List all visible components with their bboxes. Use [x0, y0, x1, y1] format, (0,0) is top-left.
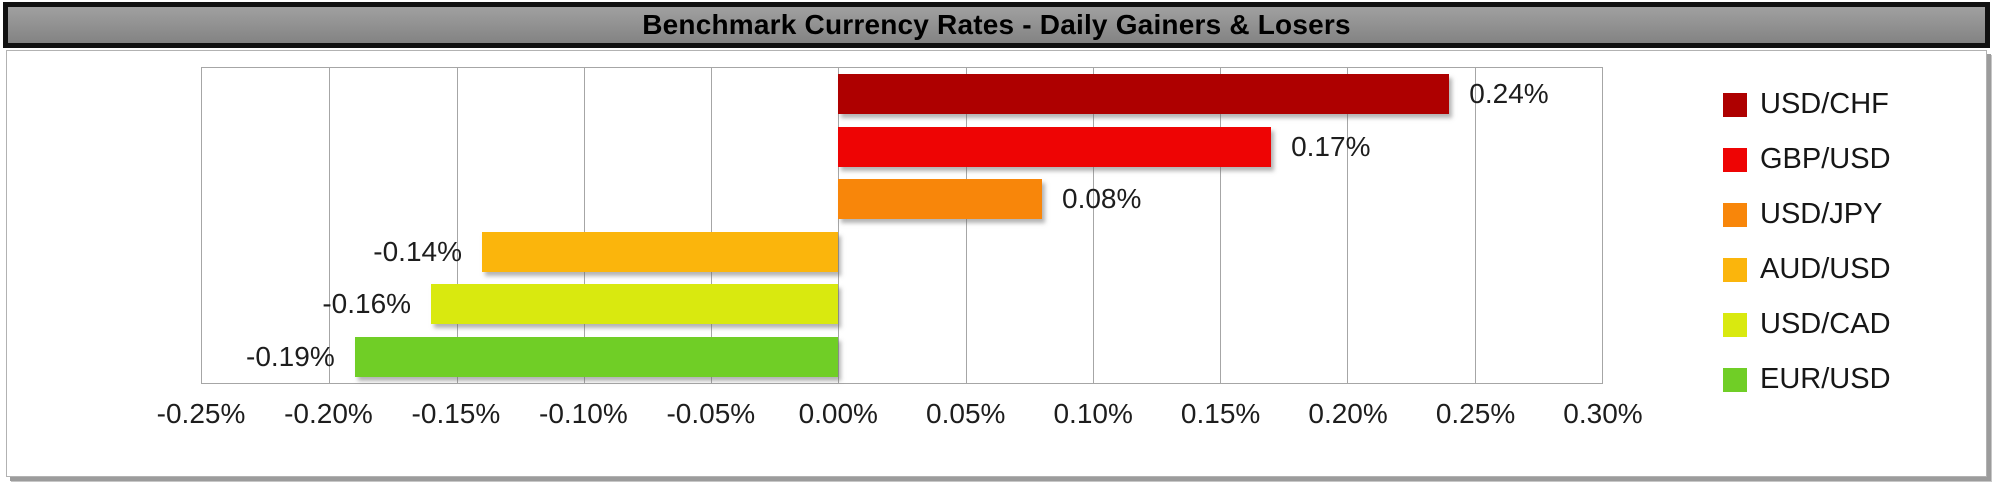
bar-gbp-usd [838, 126, 1272, 167]
gridline [1347, 68, 1349, 383]
legend-item-aud-usd: AUD/USD [1723, 242, 1891, 297]
legend-item-usd-chf: USD/CHF [1723, 77, 1891, 132]
legend-swatch [1723, 92, 1747, 117]
x-tick-label: 0.00% [798, 398, 878, 429]
gridline [965, 68, 967, 383]
legend-item-usd-cad: USD/CAD [1723, 297, 1891, 352]
x-tick-label: 0.30% [1563, 398, 1643, 429]
gridline [1092, 68, 1094, 383]
x-tick-label: -0.20% [284, 398, 373, 429]
plot-area: 0.24% 0.17% 0.08% -0.14% -0.16% -0.19% [201, 67, 1603, 384]
x-tick-label: -0.15% [411, 398, 501, 429]
legend-item-gbp-usd: GBP/USD [1723, 132, 1891, 187]
bar-value-label: 0.08% [1062, 183, 1142, 215]
gridline [1220, 68, 1222, 383]
x-tick-label: 0.05% [926, 398, 1006, 429]
gridline [329, 68, 331, 383]
bar-value-label: -0.16% [322, 288, 412, 320]
bar-value-label: 0.17% [1291, 130, 1371, 162]
legend-swatch [1723, 257, 1747, 282]
legend-swatch [1723, 367, 1747, 392]
x-tick-label: 0.10% [1053, 398, 1133, 429]
legend-label: GBP/USD [1760, 143, 1891, 175]
chart-title: Benchmark Currency Rates - Daily Gainers… [642, 9, 1351, 40]
bar-usd-jpy [838, 179, 1042, 220]
gridline [1474, 68, 1476, 383]
gridline [711, 68, 713, 383]
gridline [838, 68, 840, 383]
bar-usd-cad [431, 284, 839, 325]
legend-item-usd-jpy: USD/JPY [1723, 187, 1891, 242]
gridline [456, 68, 458, 383]
x-tick-label: -0.25% [156, 398, 246, 429]
legend-label: USD/CHF [1760, 88, 1889, 120]
legend-label: USD/CAD [1760, 308, 1891, 340]
legend-label: EUR/USD [1760, 363, 1891, 395]
x-tick-label: 0.20% [1308, 398, 1388, 429]
bar-value-label: 0.24% [1469, 78, 1549, 110]
x-tick-label: -0.10% [539, 398, 628, 429]
bar-aud-usd [482, 231, 839, 272]
legend: USD/CHF GBP/USD USD/JPY AUD/USD USD/CAD EUR/U… [1723, 77, 1891, 407]
legend-label: USD/JPY [1760, 198, 1883, 230]
bar-value-label: -0.14% [373, 235, 462, 267]
legend-swatch [1723, 312, 1747, 337]
x-axis: -0.25% -0.20% -0.15% -0.10% -0.05% 0.00% 0.05%… [157, 398, 1643, 438]
legend-label: AUD/USD [1760, 253, 1891, 285]
chart-body: 0.24% 0.17% 0.08% -0.14% -0.16% -0.19% -0.25%… [6, 50, 1987, 477]
gridline [583, 68, 585, 383]
bar-value-label: -0.19% [246, 340, 335, 372]
legend-swatch [1723, 202, 1747, 227]
x-tick-label: 0.25% [1435, 398, 1516, 429]
legend-swatch [1723, 147, 1747, 172]
legend-item-eur-usd: EUR/USD [1723, 352, 1891, 407]
x-tick-label: -0.05% [666, 398, 756, 429]
x-tick-label: 0.15% [1180, 398, 1261, 429]
bar-eur-usd [354, 336, 839, 377]
bar-usd-chf [838, 74, 1450, 115]
chart-title-bar: Benchmark Currency Rates - Daily Gainers… [3, 2, 1990, 48]
